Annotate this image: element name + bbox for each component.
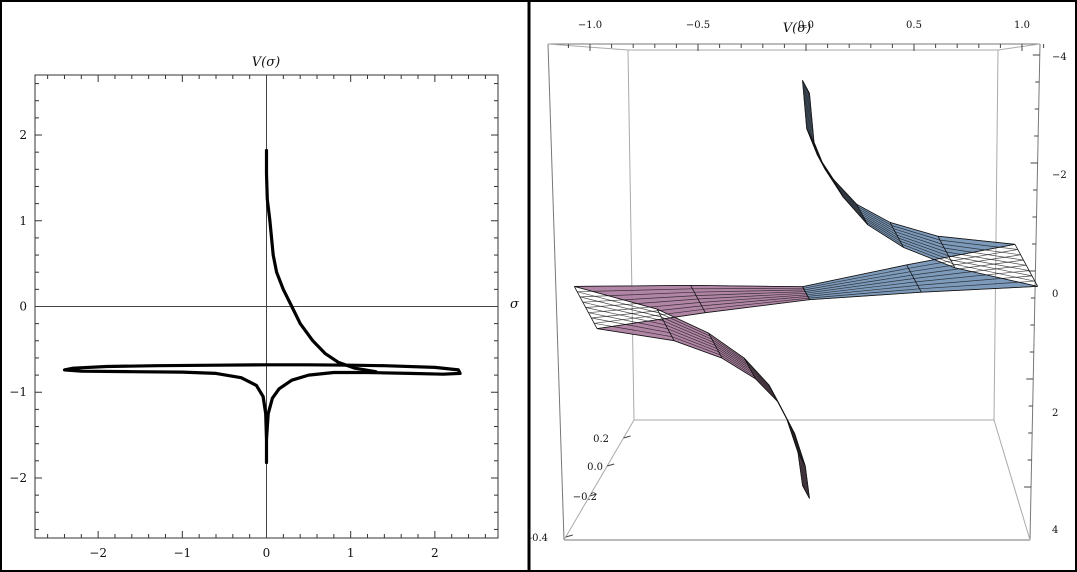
- mesh-line: [889, 222, 904, 248]
- mesh-line: [573, 286, 598, 329]
- mesh-line: [937, 236, 956, 268]
- depth-tick-mark: [607, 463, 615, 467]
- right-tick-label: 2: [1052, 408, 1058, 419]
- x-tick-labels: −2 −1 0 1 2: [89, 546, 438, 560]
- curve-line: [62, 363, 462, 465]
- parametric-plot-2d: −2 −1 0 1 2 −2 −1 0 1 2 V(σ) σ: [9, 55, 520, 560]
- y-tick-label: −1: [9, 385, 27, 399]
- box-edge: [547, 43, 565, 541]
- x-tick-label: 0: [263, 546, 271, 560]
- box-edge: [997, 43, 1041, 51]
- depth-tick-label: 0.2: [593, 434, 609, 445]
- x-tick-label: −1: [173, 546, 191, 560]
- mesh-line: [596, 93, 1038, 499]
- mesh-line: [708, 332, 723, 359]
- y-tick-label: 2: [19, 128, 27, 142]
- depth-tick-mark: [623, 435, 631, 439]
- surface-layer: [573, 80, 1039, 499]
- depth-tick-labels: 0.2 0.0 −0.2 -0.4: [529, 434, 609, 544]
- top-tick-label: 0.0: [798, 20, 814, 31]
- depth-tick-label: -0.4: [529, 533, 548, 544]
- frame-ticks: [35, 75, 498, 538]
- top-tick-label: −0.5: [686, 20, 710, 31]
- mesh-line: [856, 204, 869, 225]
- mesh-line: [743, 357, 756, 379]
- depth-tick-mark: [565, 534, 573, 538]
- y-axis-label: V(σ): [252, 55, 280, 70]
- mesh-line: [816, 154, 826, 170]
- y-tick-label: 1: [19, 214, 27, 228]
- depth-tick-label: −0.2: [573, 492, 597, 503]
- mesh-line: [690, 285, 706, 313]
- right-tick-label: −4: [1052, 52, 1067, 63]
- y-tick-labels: −2 −1 0 1 2: [9, 128, 27, 485]
- x-tick-label: 2: [431, 546, 439, 560]
- box-edge: [993, 419, 1031, 541]
- top-tick-labels: −1.0 −0.5 0.0 0.5 1.0: [578, 20, 1030, 31]
- mesh-line: [802, 286, 810, 300]
- mesh-line: [1014, 244, 1039, 287]
- mesh-line: [656, 308, 675, 341]
- top-tick-label: −1.0: [578, 20, 602, 31]
- surface-plot-3d: −1.0 −0.5 0.0 0.5 1.0 −4 −2 0 2 4 0.2 0.0 −0.2 -0.4…: [529, 20, 1067, 544]
- mesh-line: [802, 485, 810, 499]
- mesh-line: [806, 128, 815, 143]
- curve-layer: [62, 148, 462, 465]
- mesh-line: [797, 452, 806, 467]
- box-edge: [627, 49, 635, 421]
- right-tick-label: 4: [1052, 525, 1058, 536]
- curve-line: [264, 148, 378, 374]
- x-tick-label: −2: [89, 546, 107, 560]
- surface-axis-label: V(σ): [783, 21, 811, 36]
- right-tick-label: −2: [1052, 170, 1067, 181]
- depth-tick-label: 0.0: [587, 462, 603, 473]
- box-edge: [1029, 43, 1041, 541]
- x-tick-label: 1: [347, 546, 355, 560]
- y-tick-label: 0: [19, 300, 27, 314]
- surface-lower-sheet: [574, 284, 811, 499]
- depth-tick-mark: [589, 493, 597, 497]
- box-edge: [993, 49, 999, 421]
- box-edge: [563, 419, 635, 541]
- x-axis-label: σ: [510, 297, 520, 312]
- mesh-line: [833, 179, 844, 198]
- bounding-box: [547, 43, 1041, 541]
- mesh-line: [802, 80, 810, 94]
- top-tick-label: 1.0: [1014, 20, 1030, 31]
- y-tick-label: −2: [9, 471, 27, 485]
- box-edge: [547, 43, 629, 51]
- box-ticks: [565, 44, 1045, 538]
- mesh-line: [906, 264, 922, 293]
- top-tick-label: 0.5: [906, 20, 922, 31]
- right-tick-labels: −4 −2 0 2 4: [1052, 52, 1067, 536]
- mesh-line: [786, 418, 796, 435]
- right-tick-label: 0: [1052, 289, 1058, 300]
- mesh-line: [768, 384, 779, 403]
- surface-upper-sheet: [801, 80, 1038, 301]
